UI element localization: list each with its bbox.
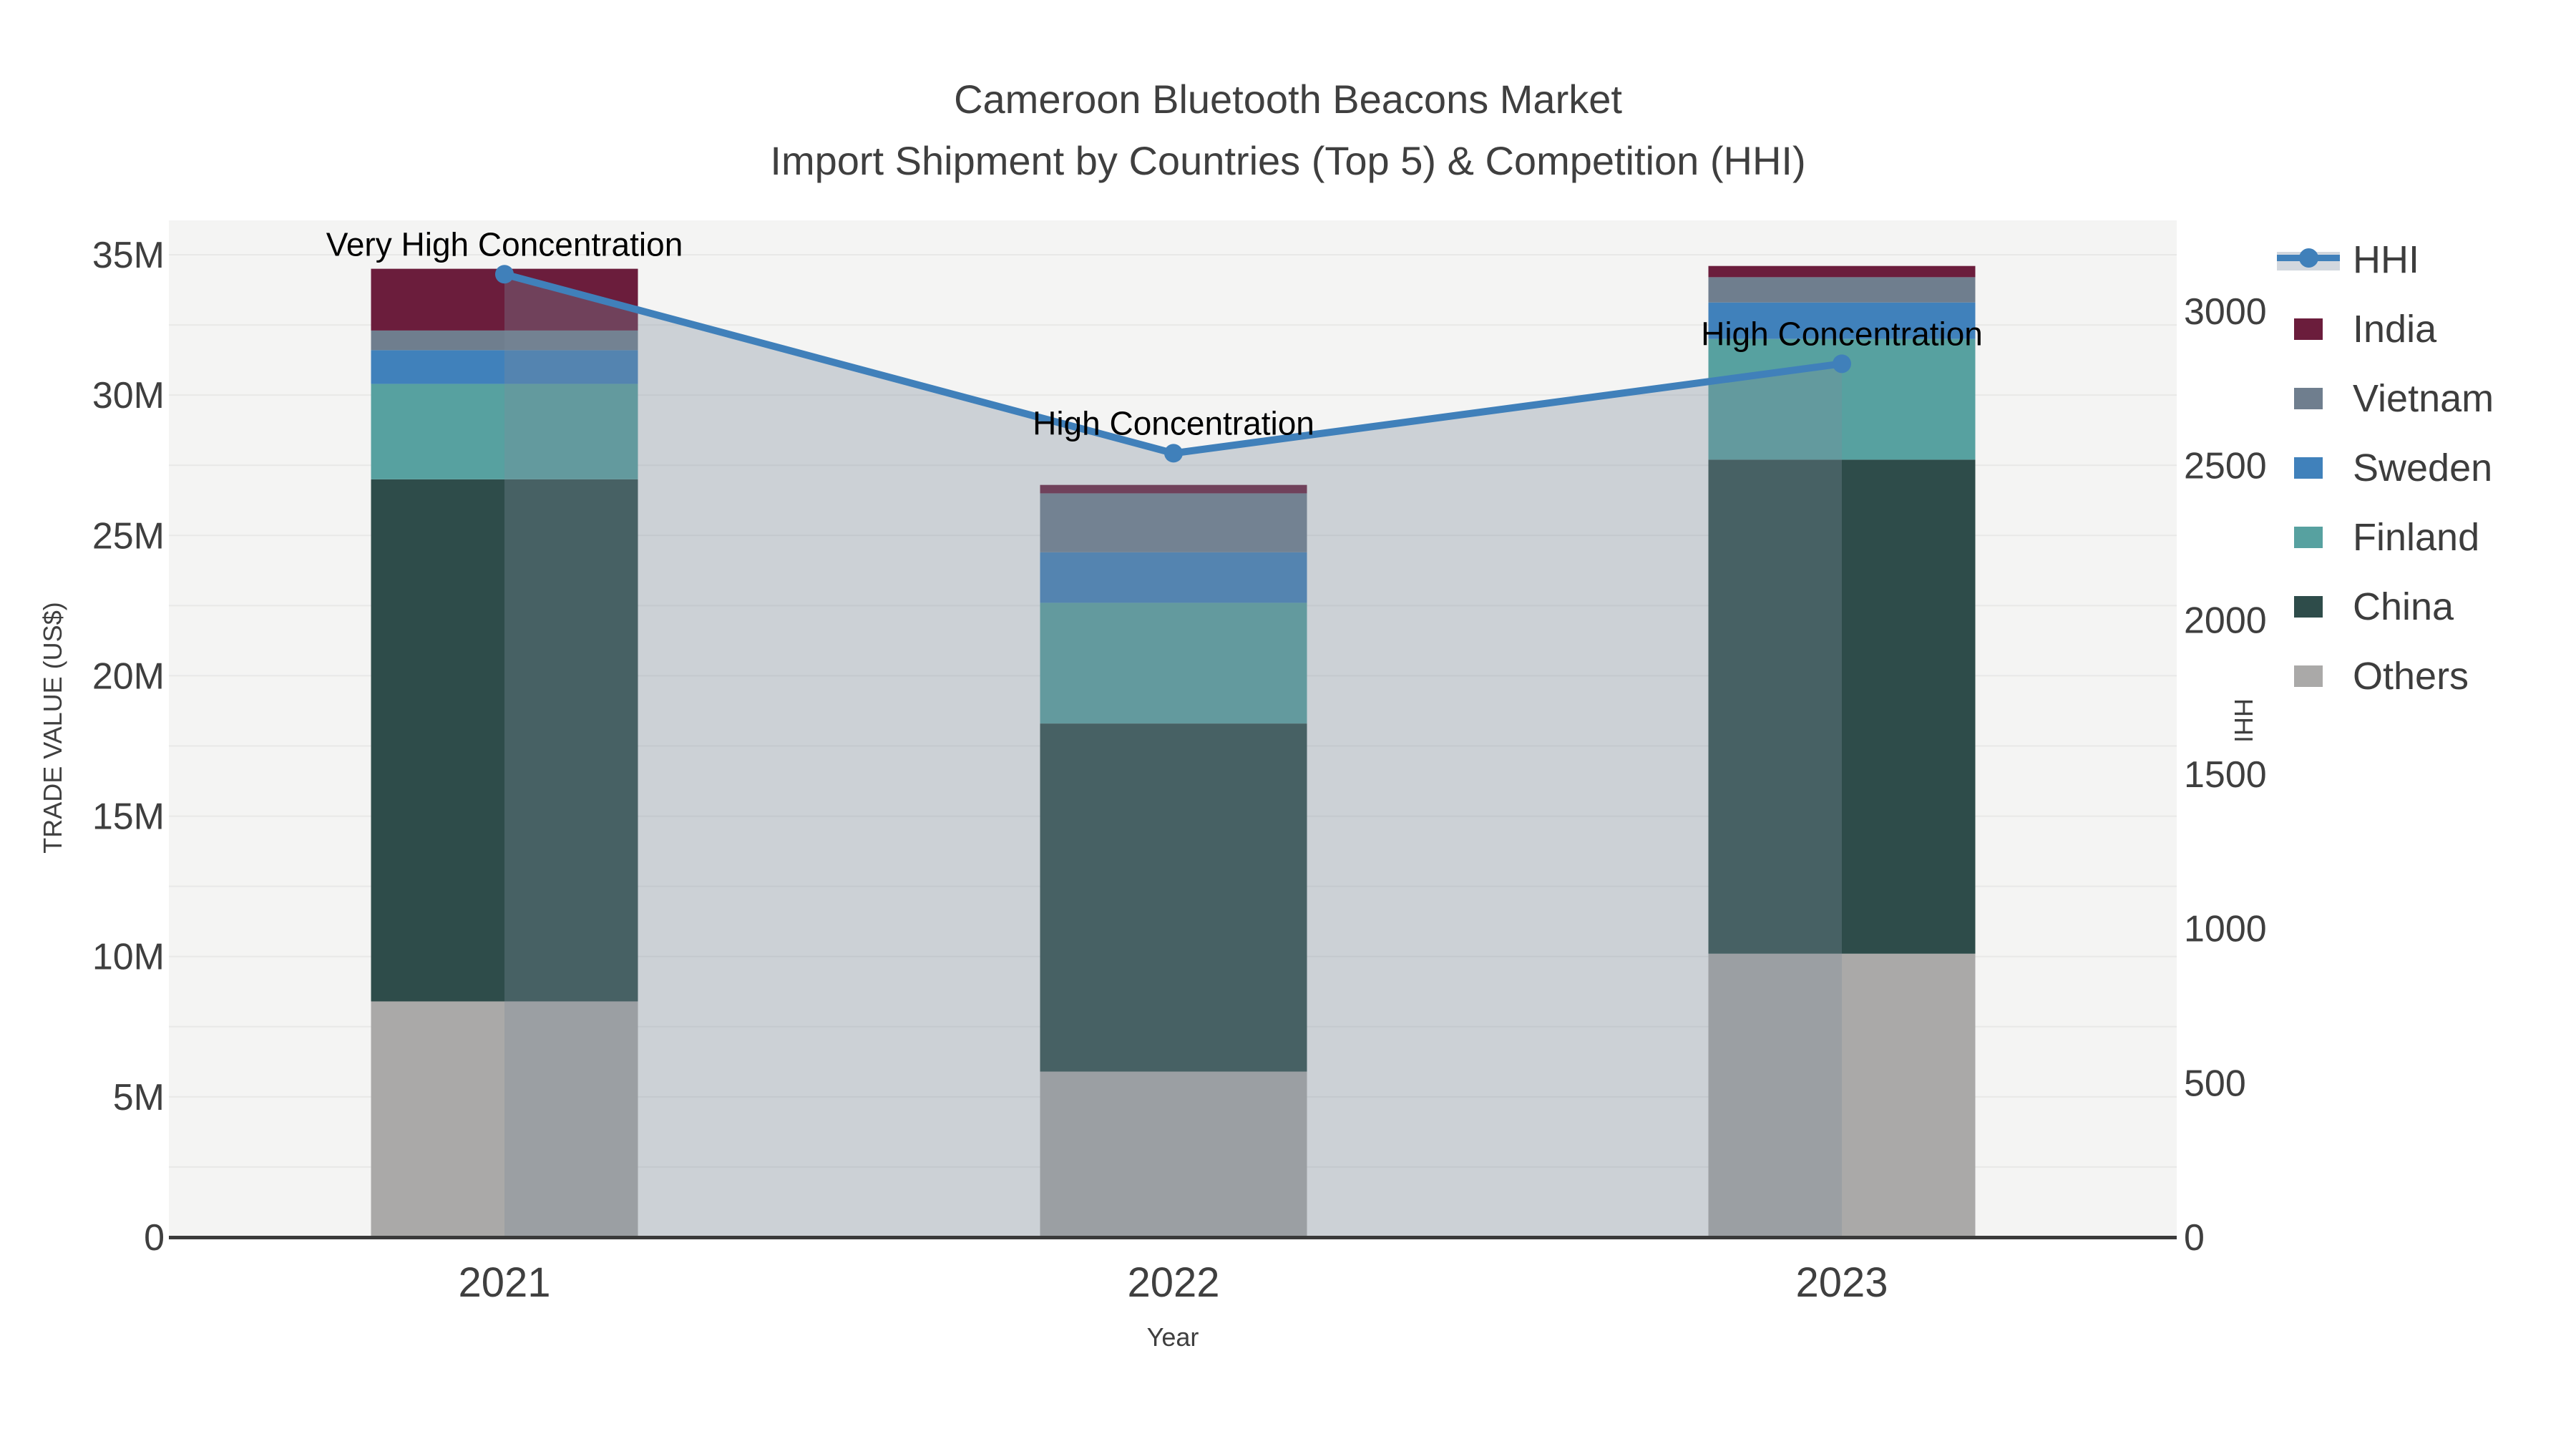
legend-swatch-box	[2274, 665, 2343, 687]
bar-segment-vietnam-2023	[1708, 277, 1976, 303]
legend-swatch-box	[2274, 595, 2343, 618]
y-left-tick-25M: 25M	[92, 515, 165, 557]
bar-segment-finland-2022	[1040, 602, 1307, 724]
legend-swatch-box	[2274, 387, 2343, 409]
legend-item-others: Others	[2274, 641, 2494, 711]
legend-label: China	[2353, 585, 2454, 628]
legend-item-finland: Finland	[2274, 502, 2494, 572]
bar-segment-others-2021	[371, 1001, 638, 1237]
legend-swatch-finland-icon	[2294, 526, 2323, 548]
y-axis-right-title: HHI	[2229, 698, 2258, 743]
legend-swatch-india-icon	[2294, 318, 2323, 340]
y-left-tick-30M: 30M	[92, 375, 165, 416]
legend-label: India	[2353, 307, 2437, 351]
chart-legend: HHI India Vietnam Sweden Finland China Others	[2274, 225, 2494, 711]
x-tick-2021: 2021	[458, 1259, 550, 1306]
y-right-tick-0: 0	[2184, 1217, 2205, 1259]
y-left-tick-15M: 15M	[92, 796, 165, 838]
hhi-marker-2023	[1833, 354, 1851, 374]
y-left-tick-0: 0	[144, 1217, 165, 1259]
y-right-tick-2500: 2500	[2184, 446, 2267, 487]
legend-swatch-vietnam-icon	[2294, 387, 2323, 409]
y-right-tick-2000: 2000	[2184, 600, 2267, 641]
bar-segment-vietnam-2022	[1040, 493, 1307, 552]
y-left-tick-10M: 10M	[92, 937, 165, 978]
y-right-tick-1000: 1000	[2184, 909, 2267, 950]
bar-segment-finland-2021	[371, 384, 638, 479]
legend-swatch-box	[2274, 526, 2343, 548]
bar-segment-china-2022	[1040, 723, 1307, 1072]
y-left-tick-5M: 5M	[113, 1077, 165, 1118]
chart-title: Cameroon Bluetooth Beacons Market	[954, 77, 1622, 122]
hhi-line-marker-icon	[2277, 248, 2340, 272]
hhi-dot-icon	[2299, 248, 2318, 268]
x-tick-2023: 2023	[1795, 1259, 1888, 1306]
legend-swatch-sweden-icon	[2294, 457, 2323, 479]
legend-label: Others	[2353, 654, 2469, 698]
legend-label: HHI	[2353, 238, 2419, 281]
y-left-tick-20M: 20M	[92, 655, 165, 697]
legend-swatch-box	[2274, 457, 2343, 479]
x-axis-line	[169, 1236, 2177, 1239]
x-axis-title: Year	[1146, 1322, 1199, 1352]
legend-item-china: China	[2274, 572, 2494, 641]
bar-segment-sweden-2021	[371, 350, 638, 384]
hhi-area-fill	[504, 274, 1842, 1238]
y-right-tick-500: 500	[2184, 1063, 2246, 1104]
bar-segment-vietnam-2021	[371, 330, 638, 351]
bar-segment-sweden-2023	[1708, 302, 1976, 339]
legend-item-india: India	[2274, 294, 2494, 364]
y-right-tick-3000: 3000	[2184, 291, 2267, 333]
bar-segment-others-2023	[1708, 953, 1976, 1237]
legend-label: Vietnam	[2353, 376, 2494, 420]
bar-segment-india-2022	[1040, 484, 1307, 494]
legend-label: Sweden	[2353, 446, 2493, 489]
bar-segment-others-2022	[1040, 1071, 1307, 1237]
y-left-tick-35M: 35M	[92, 235, 165, 276]
annotation-2022: High Concentration	[1033, 404, 1314, 441]
x-tick-2022: 2022	[1127, 1259, 1219, 1306]
bar-segment-china-2023	[1708, 459, 1976, 954]
legend-swatch-china-icon	[2294, 595, 2323, 618]
legend-swatch-others-icon	[2294, 665, 2323, 687]
legend-item-sweden: Sweden	[2274, 433, 2494, 502]
y-right-tick-1500: 1500	[2184, 754, 2267, 796]
legend-swatch-box	[2274, 318, 2343, 340]
hhi-marker-2021	[495, 265, 514, 284]
annotation-2021: Very High Concentration	[326, 225, 683, 263]
legend-label: Finland	[2353, 515, 2480, 559]
bar-segment-india-2023	[1708, 265, 1976, 278]
legend-item-hhi: HHI	[2274, 225, 2494, 294]
bar-segment-china-2021	[371, 479, 638, 1002]
chart-subtitle: Import Shipment by Countries (Top 5) & C…	[770, 138, 1806, 183]
bar-segment-sweden-2022	[1040, 552, 1307, 603]
hhi-marker-2022	[1164, 444, 1183, 463]
legend-item-vietnam: Vietnam	[2274, 364, 2494, 433]
y-axis-left-title: TRADE VALUE (US$)	[38, 602, 67, 854]
annotation-2023: High Concentration	[1701, 315, 1983, 352]
legend-hhi-line-icon	[2274, 248, 2343, 272]
